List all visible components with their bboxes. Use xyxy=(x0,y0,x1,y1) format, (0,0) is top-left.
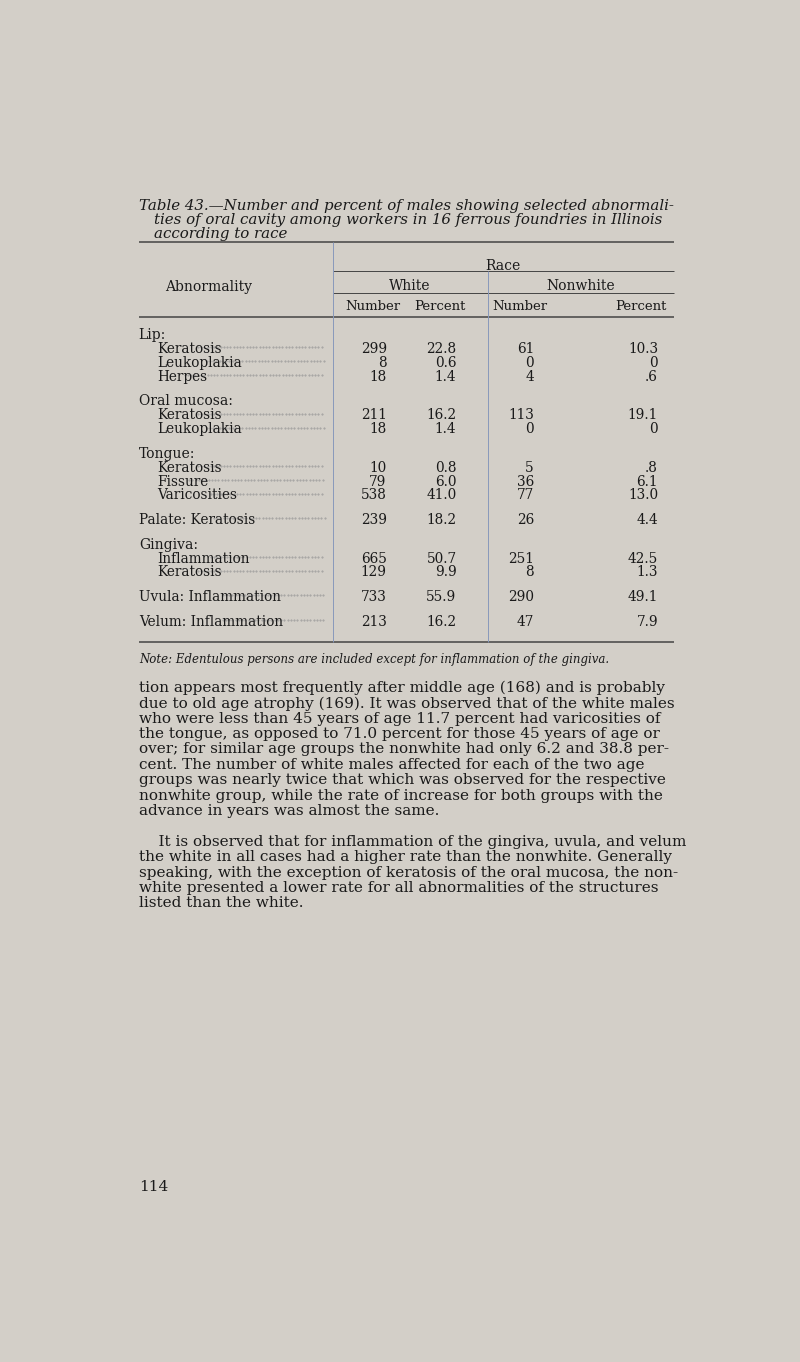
Text: 22.8: 22.8 xyxy=(426,342,457,355)
Text: 6.1: 6.1 xyxy=(637,474,658,489)
Text: 47: 47 xyxy=(517,614,534,629)
Text: 1.3: 1.3 xyxy=(637,565,658,579)
Text: Oral mucosa:: Oral mucosa: xyxy=(138,395,233,409)
Text: 0.8: 0.8 xyxy=(435,460,457,475)
Text: 1.4: 1.4 xyxy=(435,370,457,384)
Text: 0: 0 xyxy=(526,355,534,370)
Text: Uvula: Inflammation: Uvula: Inflammation xyxy=(138,590,281,603)
Text: 4: 4 xyxy=(526,370,534,384)
Text: ties of oral cavity among workers in 16 ferrous foundries in Illinois: ties of oral cavity among workers in 16 … xyxy=(154,212,662,226)
Text: Race: Race xyxy=(486,259,521,272)
Text: Number: Number xyxy=(346,301,400,313)
Text: 0.6: 0.6 xyxy=(435,355,457,370)
Text: Gingiva:: Gingiva: xyxy=(138,538,198,552)
Text: Leukoplakia: Leukoplakia xyxy=(158,422,242,436)
Text: Inflammation: Inflammation xyxy=(158,552,250,565)
Text: nonwhite group, while the rate of increase for both groups with the: nonwhite group, while the rate of increa… xyxy=(138,789,662,802)
Text: 114: 114 xyxy=(138,1179,168,1194)
Text: 290: 290 xyxy=(508,590,534,603)
Text: speaking, with the exception of keratosis of the oral mucosa, the non-: speaking, with the exception of keratosi… xyxy=(138,866,678,880)
Text: 129: 129 xyxy=(361,565,386,579)
Text: listed than the white.: listed than the white. xyxy=(138,896,303,910)
Text: 665: 665 xyxy=(361,552,386,565)
Text: 6.0: 6.0 xyxy=(435,474,457,489)
Text: 13.0: 13.0 xyxy=(628,489,658,503)
Text: Varicosities: Varicosities xyxy=(158,489,238,503)
Text: 538: 538 xyxy=(361,489,386,503)
Text: 61: 61 xyxy=(517,342,534,355)
Text: Herpes: Herpes xyxy=(158,370,207,384)
Text: 7.9: 7.9 xyxy=(636,614,658,629)
Text: 8: 8 xyxy=(378,355,386,370)
Text: Leukoplakia: Leukoplakia xyxy=(158,355,242,370)
Text: .6: .6 xyxy=(645,370,658,384)
Text: 36: 36 xyxy=(517,474,534,489)
Text: white presented a lower rate for all abnormalities of the structures: white presented a lower rate for all abn… xyxy=(138,881,658,895)
Text: 113: 113 xyxy=(508,409,534,422)
Text: 55.9: 55.9 xyxy=(426,590,457,603)
Text: 10: 10 xyxy=(370,460,386,475)
Text: 18.2: 18.2 xyxy=(426,513,457,527)
Text: Keratosis: Keratosis xyxy=(158,342,222,355)
Text: Note: Edentulous persons are included except for inflammation of the gingiva.: Note: Edentulous persons are included ex… xyxy=(138,654,609,666)
Text: Keratosis: Keratosis xyxy=(158,565,222,579)
Text: 239: 239 xyxy=(361,513,386,527)
Text: 733: 733 xyxy=(361,590,386,603)
Text: Percent: Percent xyxy=(615,301,666,313)
Text: 0: 0 xyxy=(650,355,658,370)
Text: tion appears most frequently after middle age (168) and is probably: tion appears most frequently after middl… xyxy=(138,681,665,695)
Text: cent. The number of white males affected for each of the two age: cent. The number of white males affected… xyxy=(138,757,644,772)
Text: It is observed that for inflammation of the gingiva, uvula, and velum: It is observed that for inflammation of … xyxy=(138,835,686,849)
Text: 16.2: 16.2 xyxy=(426,409,457,422)
Text: 19.1: 19.1 xyxy=(628,409,658,422)
Text: 213: 213 xyxy=(361,614,386,629)
Text: over; for similar age groups the nonwhite had only 6.2 and 38.8 per-: over; for similar age groups the nonwhit… xyxy=(138,742,669,756)
Text: Number: Number xyxy=(493,301,548,313)
Text: Table 43.—Number and percent of males showing selected abnormali-: Table 43.—Number and percent of males sh… xyxy=(138,199,674,212)
Text: .8: .8 xyxy=(645,460,658,475)
Text: Palate: Keratosis: Palate: Keratosis xyxy=(138,513,255,527)
Text: advance in years was almost the same.: advance in years was almost the same. xyxy=(138,804,439,819)
Text: Lip:: Lip: xyxy=(138,328,166,342)
Text: groups was nearly twice that which was observed for the respective: groups was nearly twice that which was o… xyxy=(138,774,666,787)
Text: 42.5: 42.5 xyxy=(628,552,658,565)
Text: Velum: Inflammation: Velum: Inflammation xyxy=(138,614,283,629)
Text: 9.9: 9.9 xyxy=(434,565,457,579)
Text: 16.2: 16.2 xyxy=(426,614,457,629)
Text: 5: 5 xyxy=(526,460,534,475)
Text: 41.0: 41.0 xyxy=(426,489,457,503)
Text: 50.7: 50.7 xyxy=(426,552,457,565)
Text: 18: 18 xyxy=(370,422,386,436)
Text: due to old age atrophy (169). It was observed that of the white males: due to old age atrophy (169). It was obs… xyxy=(138,696,674,711)
Text: 0: 0 xyxy=(526,422,534,436)
Text: White: White xyxy=(390,279,430,293)
Text: Percent: Percent xyxy=(414,301,465,313)
Text: 26: 26 xyxy=(517,513,534,527)
Text: 299: 299 xyxy=(361,342,386,355)
Text: the tongue, as opposed to 71.0 percent for those 45 years of age or: the tongue, as opposed to 71.0 percent f… xyxy=(138,727,660,741)
Text: 211: 211 xyxy=(361,409,386,422)
Text: who were less than 45 years of age 11.7 percent had varicosities of: who were less than 45 years of age 11.7 … xyxy=(138,712,660,726)
Text: Fissure: Fissure xyxy=(158,474,209,489)
Text: 79: 79 xyxy=(370,474,386,489)
Text: 1.4: 1.4 xyxy=(435,422,457,436)
Text: 0: 0 xyxy=(650,422,658,436)
Text: 18: 18 xyxy=(370,370,386,384)
Text: Keratosis: Keratosis xyxy=(158,409,222,422)
Text: 251: 251 xyxy=(508,552,534,565)
Text: 49.1: 49.1 xyxy=(628,590,658,603)
Text: the white in all cases had a higher rate than the nonwhite. Generally: the white in all cases had a higher rate… xyxy=(138,850,672,865)
Text: Tongue:: Tongue: xyxy=(138,447,195,460)
Text: 10.3: 10.3 xyxy=(628,342,658,355)
Text: 8: 8 xyxy=(526,565,534,579)
Text: Nonwhite: Nonwhite xyxy=(546,279,615,293)
Text: Keratosis: Keratosis xyxy=(158,460,222,475)
Text: 77: 77 xyxy=(517,489,534,503)
Text: according to race: according to race xyxy=(154,226,288,241)
Text: Abnormality: Abnormality xyxy=(165,281,252,294)
Text: 4.4: 4.4 xyxy=(636,513,658,527)
